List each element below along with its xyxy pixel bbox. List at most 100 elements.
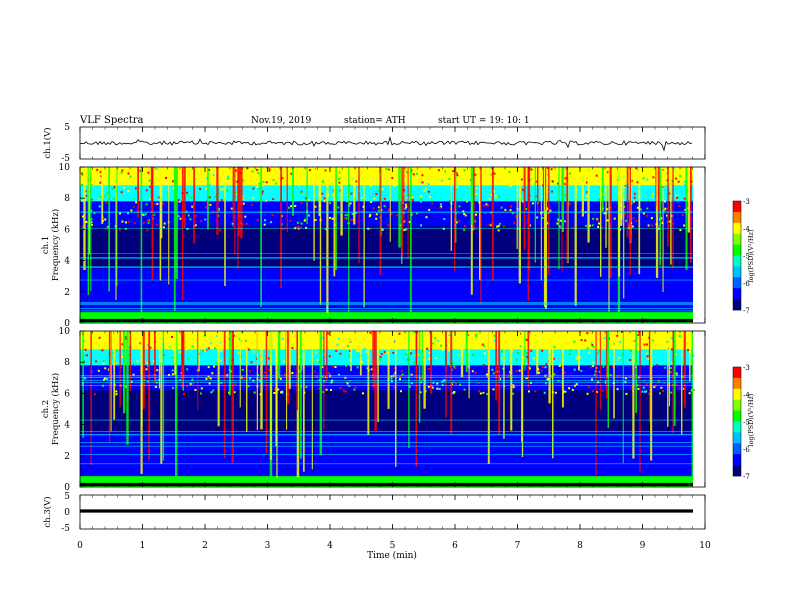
sferic-streak [521,331,524,458]
spectrum-speckle [339,352,342,355]
spectrum-speckle [492,343,495,346]
sferic-streak [198,331,200,372]
spectrum-speckle [541,366,544,368]
spectrum-speckle [543,346,545,349]
ch1-ylabel-line2: Frequency (kHz) [50,209,61,281]
sferic-streak [479,167,482,280]
sferic-streak [545,167,547,211]
spectrum-speckle [531,202,534,205]
spectrum-speckle [684,208,687,211]
spectrum-speckle [327,332,330,335]
spectrum-speckle [525,377,528,380]
spectrum-speckle [141,213,144,216]
spectrum-speckle [521,188,524,191]
spectrum-speckle [186,191,189,194]
colorbar-segment [733,367,741,379]
spectrum-speckle [294,205,297,207]
spectrum-speckle [149,185,152,188]
colorbar-frame [732,200,742,311]
spectrum-speckle [313,370,316,373]
sferic-streak [655,167,659,278]
ch3-ytick-5: 5 [64,492,70,502]
spectrum-speckle [404,352,407,355]
spectrum-speckle [83,339,86,342]
sferic-streak [609,167,612,278]
spectrum-speckle [674,353,677,356]
spectrum-speckle [616,334,619,337]
spectrum-speckle [99,181,102,184]
spectrum-speckle [258,182,261,185]
colorbar-tick: -3 [743,364,750,372]
spectrum-speckle [120,379,123,382]
spectrum-speckle [375,213,378,216]
spectrum-speckle [337,340,340,343]
spectrum-speckle [651,339,654,342]
spectrum-speckle [474,371,477,374]
spectrum-speckle [146,344,149,347]
spectrum-speckle [659,392,661,395]
spectrum-speckle [387,208,390,211]
spectrum-speckle [554,391,557,394]
spectrum-band [80,226,693,238]
ch3-ytick-neg5: -5 [61,524,70,534]
spectrum-speckle [632,200,635,203]
spectrum-speckle [679,229,682,232]
spectrum-speckle [219,229,222,232]
sferic-streak [288,331,291,389]
spectrum-speckle [411,199,414,201]
spectrum-speckle [333,343,336,346]
sferic-streak [672,331,674,433]
colorbar-segment [733,201,741,213]
spectrum-speckle [592,361,595,364]
spectrum-speckle [516,352,519,354]
spectrum-speckle [476,178,479,181]
spectrum-speckle [513,211,516,214]
spectrum-speckle [568,353,571,356]
spectrum-speckle [136,175,139,178]
spectrum-speckle [393,185,396,187]
spectrum-speckle [427,183,430,186]
sferic-streak [140,167,143,313]
spectrum-speckle [606,212,609,215]
spectrum-speckle [252,187,255,190]
sferic-streak [690,167,692,263]
sferic-streak [260,167,262,307]
spectrum-speckle [666,208,669,211]
spectrum-speckle [414,354,417,357]
sferic-streak [587,167,590,243]
spectrum-speckle [585,181,588,184]
spectrum-speckle [162,226,165,229]
spectrum-speckle [257,366,259,369]
spectrum-speckle [520,178,523,181]
spectrum-speckle [575,383,578,386]
sferic-streak [168,167,170,285]
sferic-streak [409,167,412,313]
sferic-streak [685,167,688,270]
spectrum-speckle [372,207,375,210]
spectrum-speckle [127,190,130,192]
spectrum-speckle [303,182,306,185]
colorbar-segment [733,255,741,267]
spectrum-speckle [133,222,136,225]
spectrum-speckle [657,227,660,230]
spectrum-speckle [446,344,448,347]
spectrum-speckle [508,171,511,173]
sferic-streak [277,331,281,379]
spectrum-speckle [663,209,666,212]
spectrum-speckle [290,172,293,175]
spectrum-speckle [591,378,593,381]
spectrum-speckle [636,190,639,193]
sferic-streak [286,167,288,233]
spectrum-speckle [252,197,255,200]
ytick-label: 8 [64,358,70,368]
spectrum-speckle [401,370,403,373]
sferic-streak [207,167,209,230]
spectrum-speckle [652,176,655,179]
spectrum-speckle [220,199,223,202]
spectrum-speckle [220,382,223,384]
spectrum-speckle [493,334,496,337]
spectrum-speckle [208,169,211,171]
spectrum-speckle [97,334,99,337]
sferic-streak [599,331,601,410]
spectrum-speckle [585,334,588,337]
